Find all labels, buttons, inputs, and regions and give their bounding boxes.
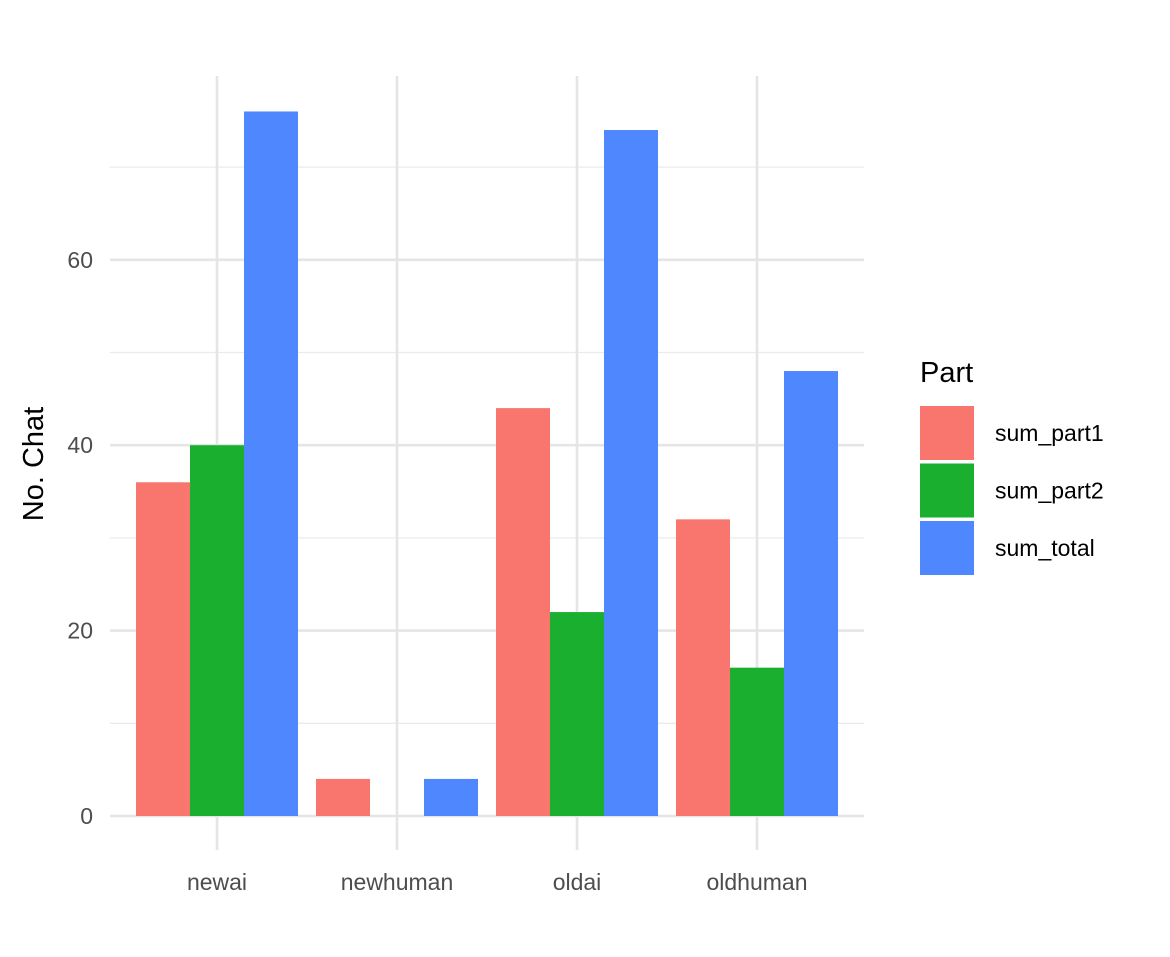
bar-newai-sum_total [244,111,298,817]
legend-key-sum_total [920,521,974,575]
bar-newai-sum_part1 [136,482,190,816]
bar-oldhuman-sum_part2 [730,667,784,816]
legend-label: sum_part2 [995,478,1104,504]
x-tick-label: oldai [553,869,602,895]
bar-oldai-sum_part1 [496,408,550,816]
legend-title: Part [920,357,973,389]
y-tick-label: 60 [67,247,93,273]
x-tick-label: newai [187,869,247,895]
bar-newhuman-sum_part1 [316,778,370,816]
bar-oldai-sum_part2 [550,612,604,816]
y-tick-label: 20 [67,618,93,644]
x-tick-label: oldhuman [706,869,807,895]
x-tick-labels: newai newhuman oldai oldhuman [187,869,808,895]
bar-oldhuman-sum_total [784,371,838,816]
x-tick-label: newhuman [341,869,454,895]
y-axis-title: No. Chat [18,407,50,521]
bar-oldai-sum_total [604,130,658,816]
bar-newhuman-sum_total [424,778,478,816]
legend-key-sum_part2 [920,463,974,518]
y-tick-label: 40 [67,432,93,458]
legend-label: sum_part1 [995,420,1104,446]
bar-oldhuman-sum_part1 [676,519,730,816]
y-tick-labels: 0 20 40 60 [67,247,93,829]
y-tick-label: 0 [80,803,93,829]
bars [136,111,838,817]
bar-newai-sum_part2 [190,445,244,816]
legend: Part sum_part1 sum_part2 sum_total [920,357,1104,575]
legend-label: sum_total [995,535,1095,561]
legend-key-sum_part1 [920,406,974,460]
